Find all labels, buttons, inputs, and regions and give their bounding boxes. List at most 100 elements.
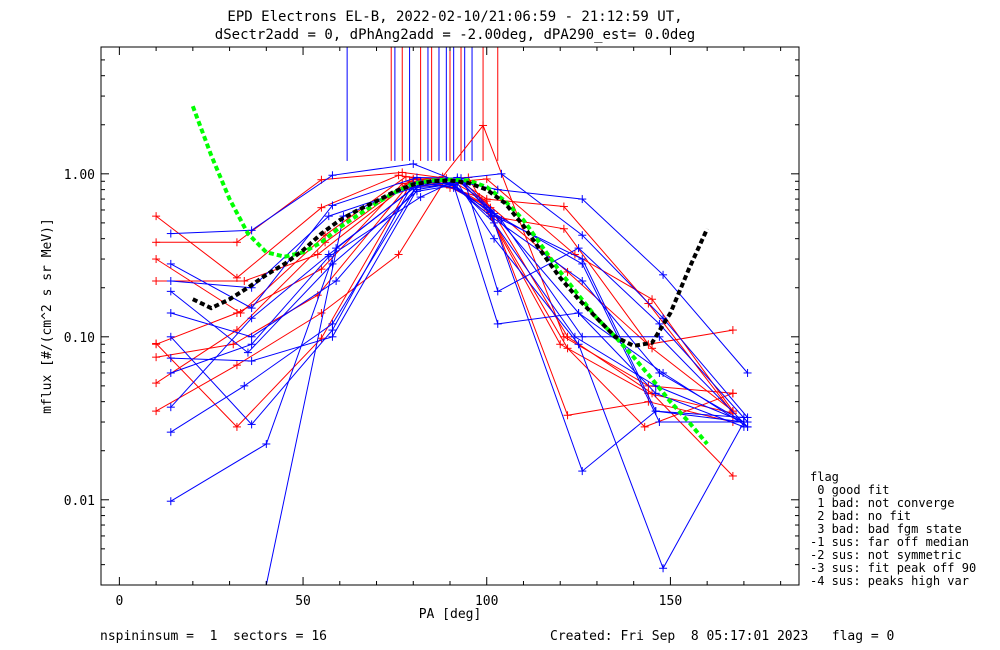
data-point bbox=[482, 197, 491, 206]
data-point bbox=[152, 276, 161, 285]
data-point bbox=[232, 308, 241, 317]
data-point bbox=[152, 407, 161, 416]
data-point bbox=[243, 348, 252, 357]
series-line bbox=[170, 182, 745, 570]
data-point bbox=[317, 334, 326, 343]
data-point bbox=[328, 171, 337, 180]
data-point bbox=[497, 169, 506, 178]
data-point bbox=[232, 361, 241, 370]
y-tick-label: 1.00 bbox=[64, 168, 95, 183]
data-point bbox=[232, 422, 241, 431]
data-point bbox=[493, 319, 502, 328]
data-point bbox=[401, 172, 410, 181]
data-point bbox=[152, 339, 161, 348]
legend-item: 2 bad: no fit bbox=[810, 509, 911, 523]
chart-subtitle: dSectr2add = 0, dPhAng2add = -2.00deg, d… bbox=[215, 27, 695, 43]
data-point bbox=[394, 250, 403, 259]
series-line bbox=[170, 180, 748, 423]
data-point bbox=[166, 287, 175, 296]
y-axis: 0.01 0.10 1.00 bbox=[64, 46, 799, 586]
series-line bbox=[170, 173, 748, 418]
y-axis-label: mflux [#/(cm^2 s sr MeV)] bbox=[40, 218, 55, 414]
series-line bbox=[156, 171, 734, 414]
y-tick-label: 0.10 bbox=[64, 331, 95, 346]
data-point bbox=[659, 314, 668, 323]
data-point bbox=[412, 173, 421, 182]
x-tick-label: 50 bbox=[295, 594, 311, 609]
data-point bbox=[240, 276, 249, 285]
data-point bbox=[578, 276, 587, 285]
data-point bbox=[232, 238, 241, 247]
data-point bbox=[563, 411, 572, 420]
data-point bbox=[166, 403, 175, 412]
data-point bbox=[574, 308, 583, 317]
legend-item: 0 good fit bbox=[810, 483, 889, 497]
data-point bbox=[728, 471, 737, 480]
data-point bbox=[166, 332, 175, 341]
data-point bbox=[240, 381, 249, 390]
data-point bbox=[166, 229, 175, 238]
legend-item: 3 bad: bad fgm state bbox=[810, 522, 962, 536]
data-point bbox=[324, 250, 333, 259]
data-point bbox=[409, 159, 418, 168]
data-point bbox=[328, 201, 337, 210]
data-point bbox=[578, 255, 587, 264]
series-line bbox=[155, 176, 734, 412]
data-point bbox=[728, 389, 737, 398]
data-point bbox=[317, 203, 326, 212]
data-point bbox=[317, 308, 326, 317]
data-point bbox=[152, 255, 161, 264]
legend-item: -4 sus: peaks high var bbox=[810, 574, 969, 588]
data-point bbox=[166, 368, 175, 377]
x-tick-label: 150 bbox=[659, 594, 682, 609]
green-fit-curve bbox=[190, 105, 709, 446]
data-point bbox=[398, 168, 407, 177]
data-point bbox=[152, 379, 161, 388]
legend-item: -1 sus: far off median bbox=[810, 535, 969, 549]
data-point bbox=[648, 344, 657, 353]
data-point bbox=[166, 354, 175, 363]
series-line bbox=[170, 184, 748, 428]
data-point bbox=[328, 319, 337, 328]
data-point bbox=[659, 270, 668, 279]
data-point bbox=[556, 340, 565, 349]
footer-info: nspininsum = 1 sectors = 16 bbox=[100, 629, 327, 644]
data-point bbox=[493, 185, 502, 194]
series-layer bbox=[152, 121, 752, 585]
data-point bbox=[166, 276, 175, 285]
footer-created: Created: Fri Sep 8 05:17:01 2023 flag = … bbox=[550, 629, 894, 644]
data-point bbox=[247, 332, 256, 341]
data-point bbox=[490, 234, 499, 243]
black-fit-curve bbox=[191, 178, 710, 348]
data-point bbox=[651, 407, 660, 416]
x-axis-label: PA [deg] bbox=[419, 607, 482, 622]
y-tick-label: 0.01 bbox=[64, 494, 95, 509]
data-point bbox=[332, 276, 341, 285]
data-point bbox=[479, 121, 488, 130]
chart-title: EPD Electrons EL-B, 2022-02-10/21:06:59 … bbox=[227, 9, 682, 25]
legend-item: -3 sus: fit peak off 90 bbox=[810, 561, 976, 575]
data-point bbox=[247, 340, 256, 349]
data-point bbox=[490, 212, 499, 221]
data-point bbox=[247, 357, 256, 366]
data-point bbox=[416, 193, 425, 202]
data-point bbox=[262, 439, 271, 448]
data-point bbox=[559, 332, 568, 341]
data-point bbox=[655, 418, 664, 427]
legend: flag 0 good fit 1 bad: not converge 2 ba… bbox=[810, 470, 976, 588]
data-point bbox=[247, 304, 256, 313]
data-point bbox=[648, 295, 657, 304]
x-tick-label: 100 bbox=[475, 594, 498, 609]
data-point bbox=[324, 212, 333, 221]
data-point bbox=[166, 259, 175, 268]
data-point bbox=[152, 238, 161, 247]
data-point bbox=[651, 389, 660, 398]
legend-title: flag bbox=[810, 470, 839, 484]
data-point bbox=[247, 314, 256, 323]
data-point bbox=[152, 353, 161, 362]
x-axis: 0 50 100 150 bbox=[115, 47, 782, 609]
data-point bbox=[493, 287, 502, 296]
series-line bbox=[170, 182, 744, 502]
data-point bbox=[655, 368, 664, 377]
